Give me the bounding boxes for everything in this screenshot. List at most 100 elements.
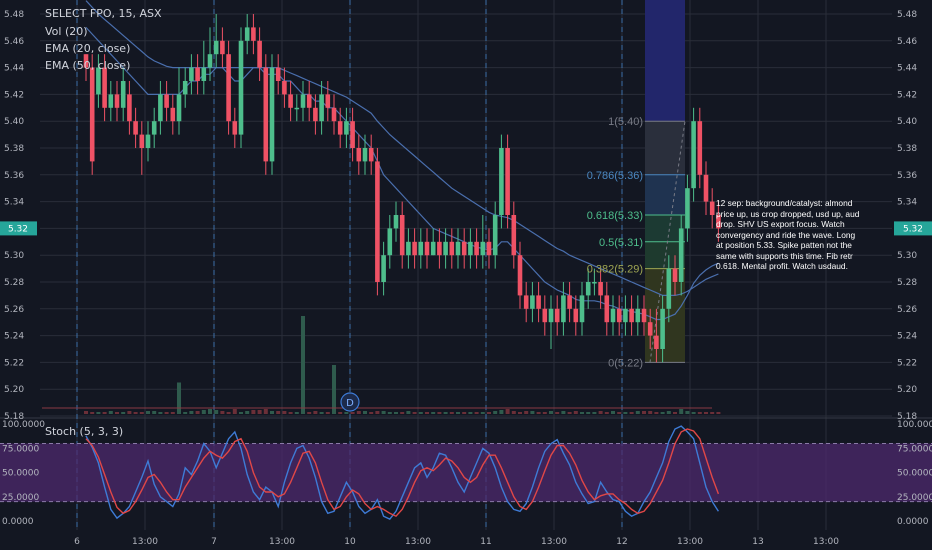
volume-bar	[580, 412, 584, 414]
candle-body	[89, 67, 95, 162]
time-axis-label: 13:00	[132, 537, 158, 547]
candle-body	[133, 121, 138, 135]
candle-body	[294, 107, 300, 110]
time-axis-label: 13:00	[405, 537, 431, 547]
volume-bar	[691, 412, 696, 414]
legend-stoch[interactable]: Stoch (5, 3, 3)	[45, 425, 124, 438]
candle-body	[598, 282, 603, 296]
volume-bar	[139, 412, 144, 414]
candle-body	[406, 241, 411, 256]
volume-bar	[654, 412, 659, 414]
volume-bar	[121, 412, 126, 414]
volume-bar	[214, 410, 219, 414]
volume-bar	[449, 412, 454, 414]
volume-bar	[220, 411, 225, 414]
candle-body	[604, 295, 610, 323]
volume-bar	[697, 412, 702, 414]
fib-zone	[645, 121, 685, 175]
volume-bar	[400, 412, 405, 414]
volume-bar	[511, 411, 516, 414]
volume-bar	[586, 412, 591, 414]
volume-bar	[487, 412, 491, 414]
volume-bar	[623, 412, 628, 414]
volume-bar	[524, 411, 529, 414]
volume-spike	[177, 382, 181, 414]
candle-body	[182, 81, 188, 95]
fib-level-label: 0.382(5.29)	[587, 264, 643, 276]
volume-bar	[232, 409, 237, 414]
volume-bar	[245, 411, 250, 414]
candle-body	[678, 228, 684, 282]
volume-bar	[648, 411, 653, 414]
candle-body	[511, 215, 517, 256]
time-axis-label: 6	[74, 537, 80, 547]
price-axis-right-label: 5.28	[897, 278, 917, 288]
volume-bar	[239, 412, 243, 414]
candle-body	[629, 308, 634, 323]
candle-body	[331, 107, 337, 122]
candle-body	[505, 148, 510, 215]
volume-bar	[195, 411, 200, 414]
fib-zone	[645, 215, 685, 242]
candle-body	[127, 94, 132, 122]
legend-volume[interactable]: Vol (20)	[45, 25, 88, 38]
fib-level-label: 0.5(5.31)	[599, 237, 643, 249]
fib-retracement[interactable]	[645, 0, 686, 363]
candle-body	[207, 54, 213, 68]
candle-body	[530, 295, 535, 309]
volume-bar	[425, 412, 429, 414]
volume-bar	[555, 412, 560, 414]
volume-bar	[468, 412, 473, 414]
volume-bar	[170, 412, 175, 414]
price-axis-left-label: 5.20	[4, 385, 24, 395]
symbol-title[interactable]: SELECT FPO, 15, ASX	[45, 7, 162, 20]
price-axis-left-label: 5.28	[4, 278, 24, 288]
legend-ema20[interactable]: EMA (20, close)	[45, 42, 131, 55]
candle-body	[610, 308, 616, 323]
stoch-band	[0, 443, 932, 502]
candle-body	[455, 241, 461, 256]
candle-body	[536, 295, 541, 309]
price-axis-left-label: 5.46	[4, 37, 24, 47]
candle-body	[282, 81, 287, 95]
candle-body	[430, 241, 436, 256]
time-axis-label: 13:00	[677, 537, 703, 547]
candle-body	[356, 148, 362, 162]
candle-body	[424, 241, 430, 256]
volume-bar	[666, 411, 671, 414]
price-axis-right-label: 5.34	[897, 198, 917, 208]
candle-body	[437, 241, 442, 256]
candle-body	[269, 67, 275, 162]
volume-bar	[462, 412, 467, 414]
candle-body	[108, 94, 114, 108]
volume-bars	[42, 316, 721, 414]
candle-body	[201, 67, 207, 81]
volume-bar	[226, 412, 231, 414]
candle-body	[319, 94, 324, 122]
volume-bar	[375, 411, 380, 414]
legend-ema50[interactable]: EMA (50, close)	[45, 59, 131, 72]
volume-bar	[183, 412, 188, 414]
candle-body	[579, 295, 585, 323]
stochastic-pane	[0, 425, 932, 520]
candle-body	[83, 54, 89, 68]
volume-bar	[499, 410, 504, 414]
fib-level-label: 0(5.22)	[608, 357, 643, 369]
candle-body	[350, 121, 355, 148]
price-axis-right-label: 5.48	[897, 10, 917, 20]
candle-body	[220, 40, 225, 55]
price-axis-right-label: 5.30	[897, 251, 917, 261]
volume-bar	[96, 412, 101, 414]
time-axis-label: 13:00	[813, 537, 839, 547]
trade-note[interactable]: 12 sep: background/catalyst: almond pric…	[716, 198, 860, 271]
candle-body	[492, 215, 498, 256]
volume-bar	[263, 409, 268, 414]
candle-body	[381, 255, 386, 282]
candle-body	[672, 268, 678, 282]
fib-labels: 1(5.40) 0.786(5.36) 0.618(5.33) 0.5(5.31) 0.…	[587, 116, 643, 369]
candle-body	[685, 188, 690, 229]
volume-bar	[567, 412, 572, 414]
candle-body	[96, 67, 101, 95]
volume-bar	[127, 411, 132, 414]
